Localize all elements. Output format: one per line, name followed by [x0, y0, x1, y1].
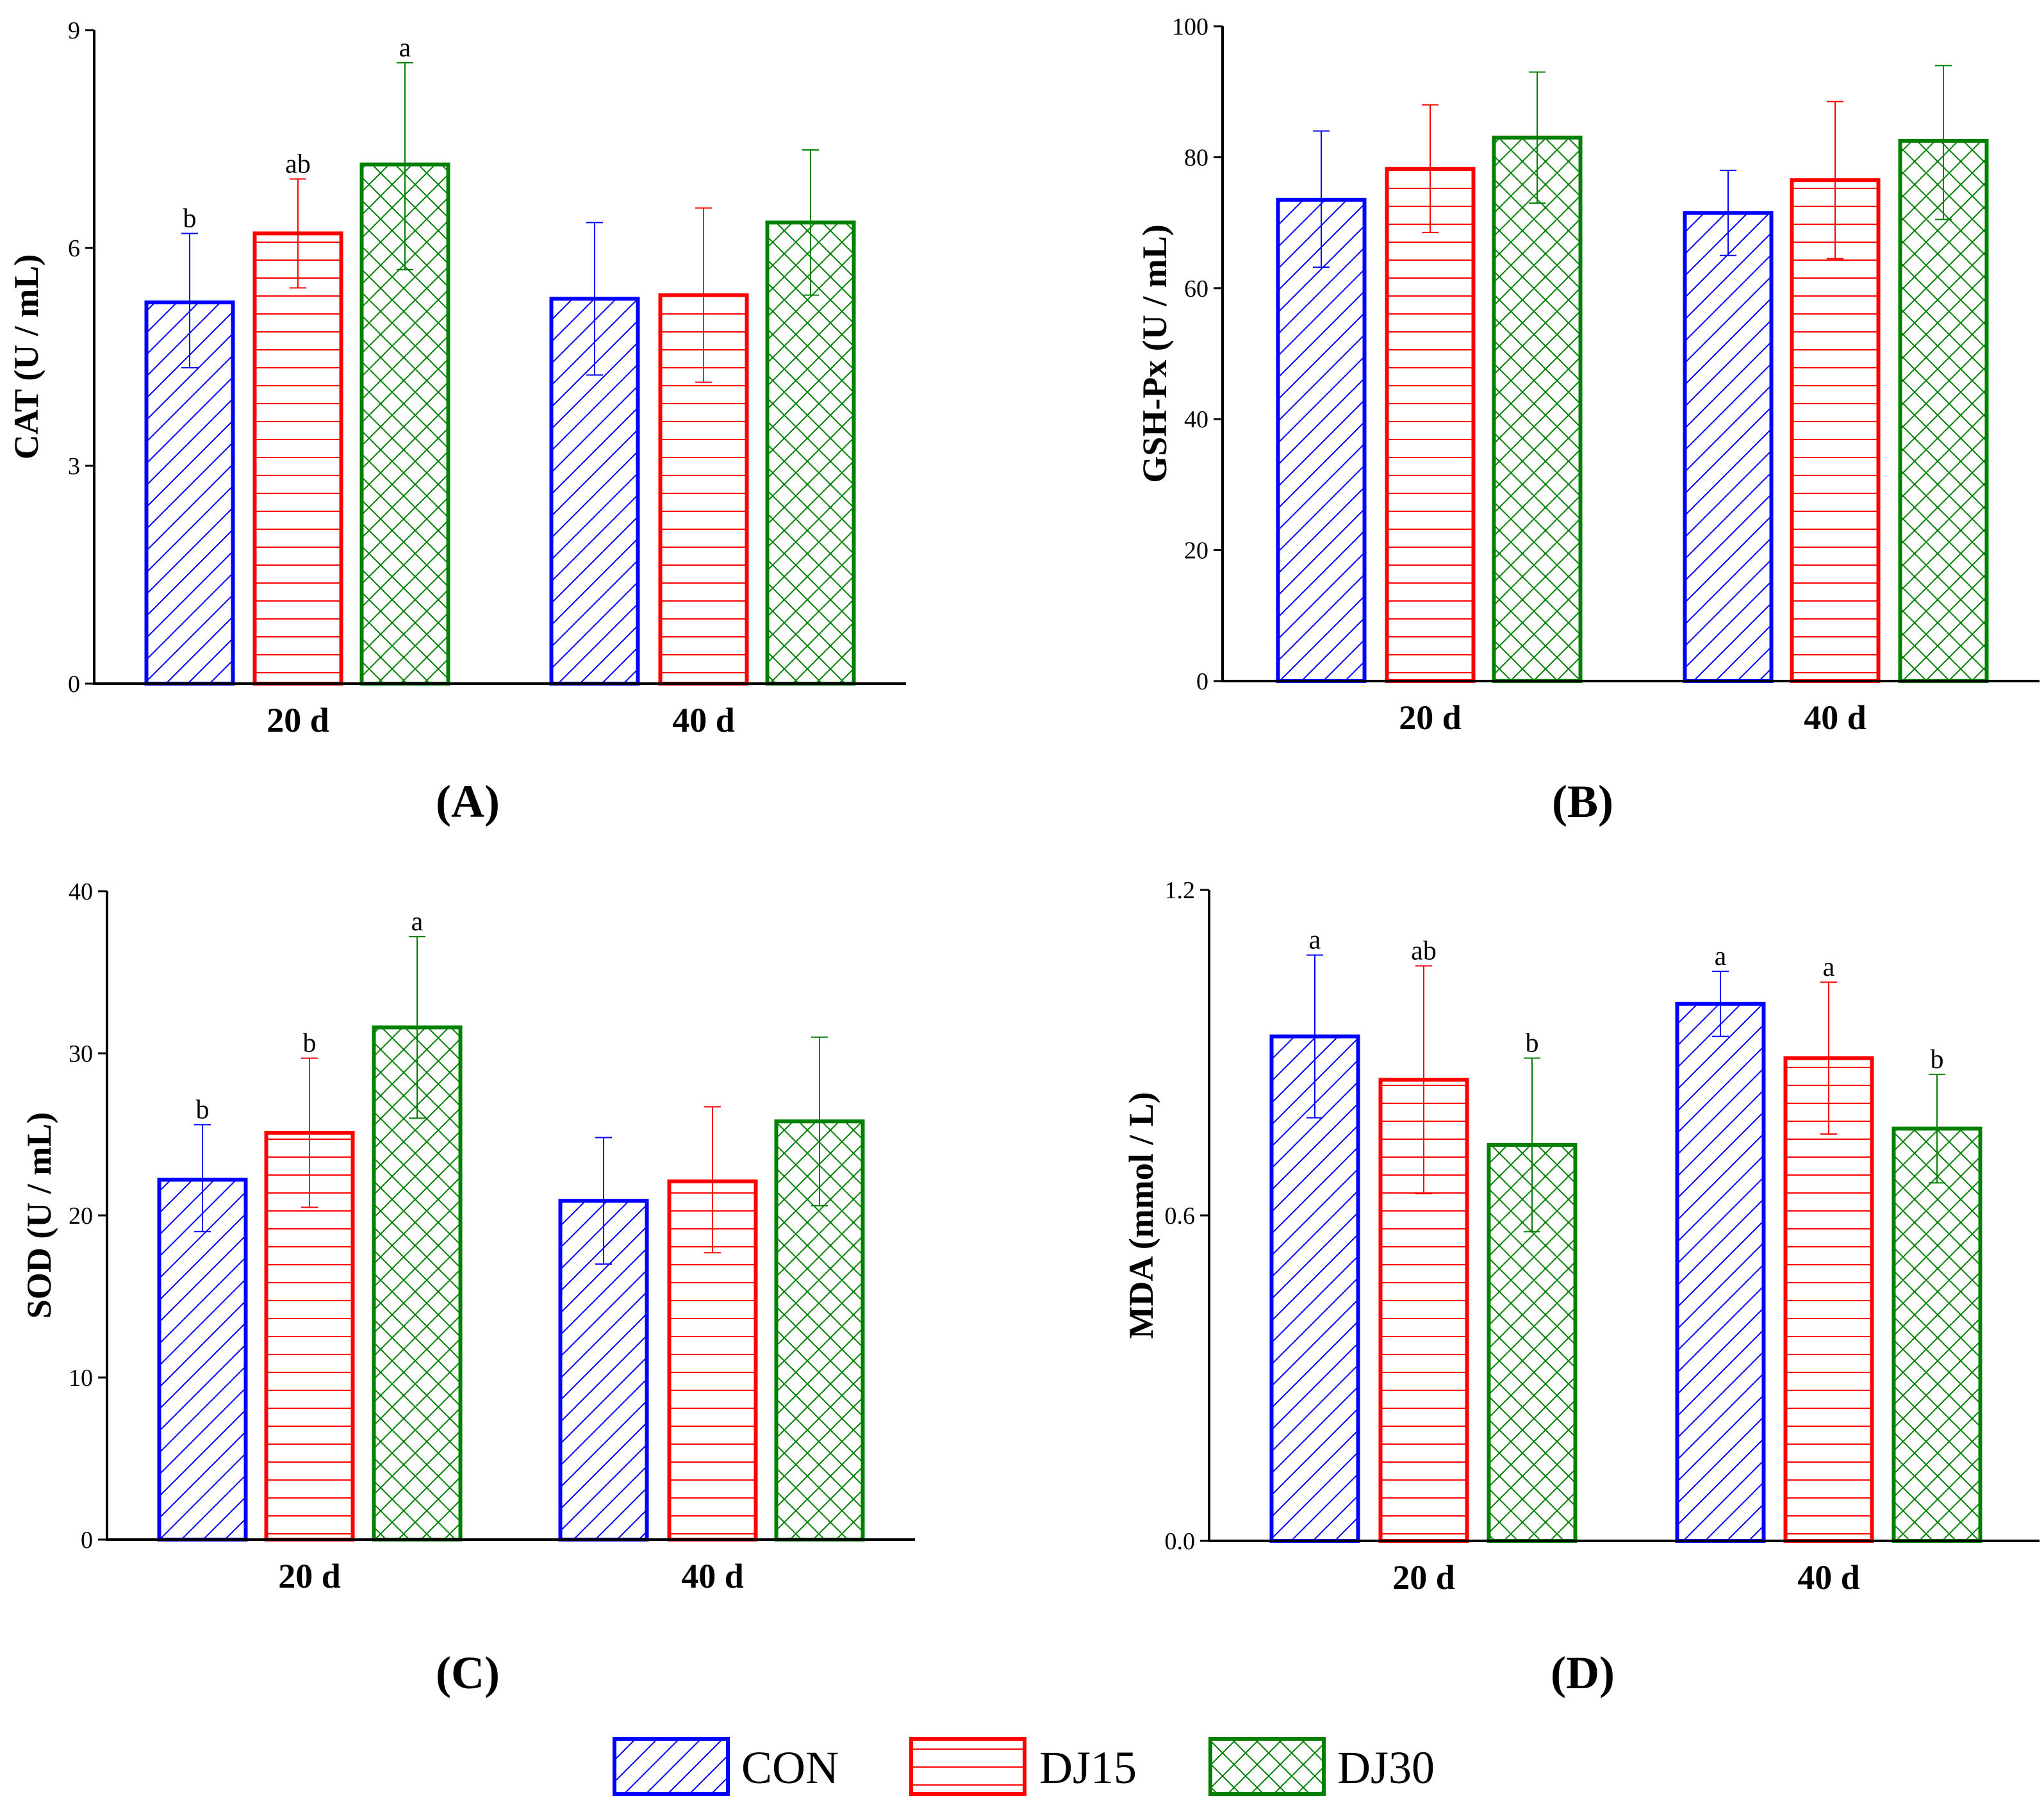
- panel-label: (A): [436, 776, 500, 827]
- legend-swatch: [909, 1737, 1026, 1796]
- legend-item-dj30: DJ30: [1208, 1737, 1435, 1796]
- significance-letter: b: [196, 1095, 210, 1124]
- y-tick-label: 30: [69, 1040, 93, 1067]
- significance-letter: a: [1309, 926, 1321, 955]
- significance-letter: a: [411, 907, 424, 937]
- bar-dj30: [1898, 138, 1989, 684]
- y-axis-title: MDA (mmol / L): [1122, 1092, 1160, 1338]
- significance-letter: ab: [1411, 937, 1437, 966]
- bar-con: [1269, 1034, 1360, 1543]
- y-tick-label: 1.2: [1165, 877, 1196, 904]
- x-category-label: 20 d: [267, 701, 329, 739]
- y-tick-label: 6: [68, 235, 80, 262]
- bar-dj15: [1385, 167, 1476, 683]
- chart-panel-3: b b a 0 10 20 30 40 20 d 40 d SOD (U / mL) (C): [20, 878, 915, 1698]
- bar-dj15: [1790, 178, 1881, 684]
- significance-letter: ab: [285, 149, 311, 179]
- y-axis-title: CAT (U / mL): [7, 254, 45, 460]
- y-tick-label: 9: [68, 17, 80, 44]
- significance-letter: b: [1931, 1045, 1944, 1074]
- significance-letter: a: [1823, 953, 1835, 982]
- y-tick-label: 20: [69, 1203, 93, 1229]
- y-tick-label: 80: [1184, 144, 1208, 171]
- legend: CON DJ15 DJ30: [613, 1737, 1435, 1796]
- bar-dj15: [252, 231, 343, 686]
- legend-swatch: [1208, 1737, 1326, 1796]
- bar-con: [1683, 211, 1774, 683]
- x-category-label: 40 d: [1804, 698, 1867, 737]
- bar-dj30: [1492, 135, 1583, 684]
- panel-label: (B): [1552, 776, 1613, 827]
- y-tick-label: 40: [1184, 406, 1208, 433]
- x-category-label: 40 d: [681, 1557, 744, 1595]
- y-tick-label: 20: [1184, 538, 1208, 564]
- bar-con: [1276, 197, 1367, 683]
- legend-label: DJ15: [1039, 1742, 1137, 1793]
- y-tick-label: 0.6: [1165, 1203, 1196, 1229]
- panel-label: (D): [1551, 1647, 1615, 1698]
- bar-con: [1675, 1001, 1766, 1543]
- y-tick-label: 100: [1172, 13, 1208, 40]
- x-category-label: 20 d: [1392, 1558, 1455, 1597]
- x-category-label: 20 d: [1399, 698, 1462, 737]
- legend-label: CON: [741, 1742, 839, 1793]
- bar-dj15: [1783, 1056, 1874, 1543]
- legend-item-dj15: DJ15: [909, 1737, 1137, 1796]
- panel-label: (C): [436, 1647, 500, 1698]
- y-tick-label: 10: [69, 1365, 93, 1392]
- y-axis-title: GSH-Px (U / mL): [1135, 224, 1174, 482]
- chart-panel-2: 0 20 40 60 80 100 20 d 40 d GSH-Px (U / mL) (B): [1135, 13, 2040, 827]
- x-category-label: 20 d: [278, 1557, 341, 1595]
- legend-swatch: [613, 1737, 730, 1796]
- y-tick-label: 3: [68, 453, 80, 480]
- bar-con: [157, 1178, 248, 1542]
- significance-letter: b: [303, 1029, 317, 1058]
- y-tick-label: 0: [81, 1527, 93, 1554]
- chart-panel-1: b ab a 0 3 6 9 20 d 40 d CAT (U / mL) (A): [7, 17, 906, 827]
- bar-dj30: [1892, 1126, 1982, 1543]
- significance-letter: a: [399, 33, 411, 63]
- significance-letter: b: [1526, 1028, 1539, 1058]
- significance-letter: b: [183, 204, 197, 233]
- significance-letter: a: [1715, 942, 1727, 971]
- y-tick-label: 0: [1196, 668, 1208, 695]
- legend-label: DJ30: [1337, 1742, 1435, 1793]
- y-tick-label: 40: [69, 878, 93, 905]
- x-category-label: 40 d: [1797, 1558, 1860, 1597]
- y-axis-title: SOD (U / mL): [20, 1112, 58, 1319]
- y-tick-label: 0: [68, 671, 80, 698]
- y-tick-label: 0.0: [1165, 1528, 1196, 1555]
- legend-item-con: CON: [613, 1737, 839, 1796]
- x-category-label: 40 d: [672, 701, 735, 739]
- y-tick-label: 60: [1184, 275, 1208, 302]
